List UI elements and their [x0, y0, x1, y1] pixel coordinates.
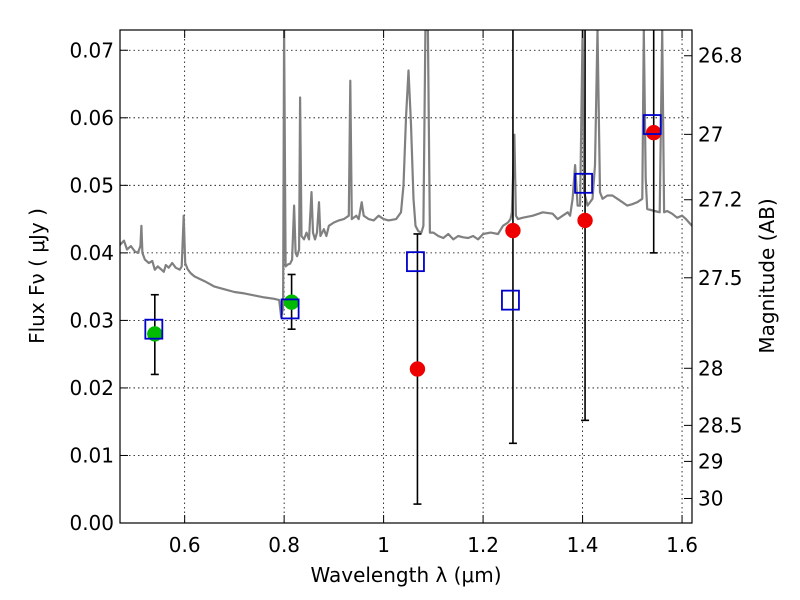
y-tick-label: 0.06: [69, 106, 114, 130]
model-square-marker: [406, 251, 425, 273]
model-spectrum-line: [120, 30, 692, 319]
red-circle-marker: [577, 212, 593, 229]
x-tick-label: 0.8: [268, 533, 300, 557]
grid-lines: [120, 30, 692, 524]
right-y-tick-label: 28.5: [698, 413, 743, 437]
red-circle-marker: [409, 361, 426, 377]
y-tick-label: 0.04: [69, 241, 114, 265]
model-square-marker: [144, 318, 164, 340]
data-markers: [144, 114, 662, 377]
y-tick-label: 0.00: [69, 511, 114, 535]
x-tick-label: 1: [377, 533, 390, 557]
axis-ticks: 0.6 0.8 1 1.2 1.4 1.6 0.00 0.01 0.02 0.03 0.04 0.05…: [69, 30, 743, 557]
y-axis-label: Flux Fν ( μJy ): [25, 208, 49, 344]
right-y-tick-label: 27: [698, 122, 723, 146]
model-square-marker: [642, 114, 662, 135]
x-tick-label: 0.6: [169, 533, 201, 557]
model-square-marker: [280, 298, 300, 320]
right-y-tick-label: 27.5: [698, 266, 743, 290]
x-tick-label: 1.6: [666, 533, 698, 557]
model-square-marker: [501, 289, 520, 311]
green-circle-marker: [283, 294, 300, 310]
x-tick-label: 1.2: [467, 533, 499, 557]
y-tick-label: 0.01: [69, 443, 114, 467]
right-y-axis-label: Magnitude (AB): [755, 198, 779, 353]
y-tick-label: 0.05: [69, 173, 114, 197]
right-y-tick-label: 29: [698, 449, 723, 473]
y-tick-label: 0.02: [69, 376, 114, 400]
right-y-tick-label: 28: [698, 356, 723, 380]
x-tick-label: 1.4: [567, 533, 599, 557]
model-square-marker: [574, 172, 593, 194]
plot-area: [120, 30, 692, 319]
x-axis-label: Wavelength λ (μm): [310, 563, 501, 587]
red-circle-marker: [505, 222, 521, 239]
y-tick-label: 0.03: [69, 308, 114, 332]
red-circle-marker: [645, 124, 662, 141]
right-y-tick-label: 30: [698, 486, 723, 510]
right-y-tick-label: 26.8: [698, 44, 743, 68]
y-tick-label: 0.07: [69, 38, 114, 62]
plot-frame: [119, 29, 693, 524]
right-y-tick-label: 27.2: [698, 188, 743, 212]
